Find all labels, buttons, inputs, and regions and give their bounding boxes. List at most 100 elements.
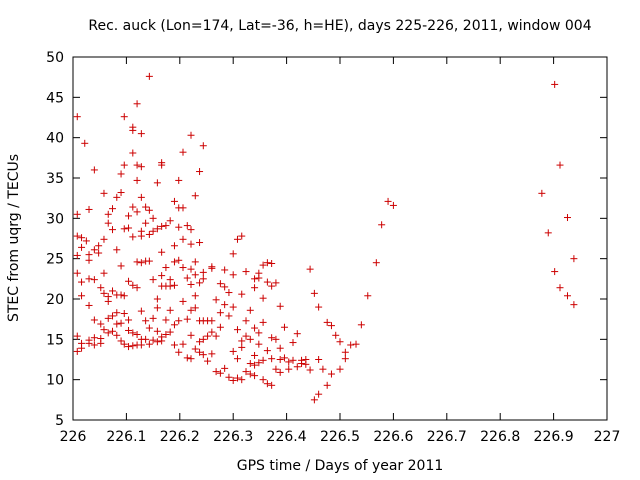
data-point: [104, 297, 112, 305]
data-point: [238, 343, 246, 351]
data-point: [238, 376, 246, 384]
data-point: [336, 365, 344, 373]
data-point: [113, 193, 121, 201]
data-point: [113, 309, 121, 317]
x-tick-label: 226.7: [427, 429, 467, 445]
data-point: [225, 312, 233, 320]
data-point: [187, 226, 195, 234]
data-point: [153, 295, 161, 303]
y-tick-label: 20: [46, 292, 64, 308]
data-point: [196, 239, 204, 247]
data-point: [153, 225, 161, 233]
data-point: [216, 280, 224, 288]
data-point: [384, 197, 392, 205]
data-point: [259, 356, 267, 364]
data-point: [78, 344, 86, 352]
data-point: [191, 345, 199, 353]
data-point: [242, 368, 250, 376]
data-point: [166, 276, 174, 284]
data-point: [109, 205, 117, 213]
data-point: [137, 130, 145, 138]
data-point: [238, 290, 246, 298]
data-point: [302, 360, 310, 368]
data-point: [306, 265, 314, 273]
x-axis-label: GPS time / Days of year 2011: [237, 458, 444, 474]
data-point: [251, 372, 259, 380]
data-point: [268, 334, 276, 342]
data-point: [246, 335, 254, 343]
data-point: [293, 330, 301, 338]
data-point: [166, 328, 174, 336]
data-point: [95, 249, 103, 257]
data-point: [78, 292, 86, 300]
data-point: [109, 312, 117, 320]
x-tick-label: 226.2: [160, 429, 200, 445]
data-point: [272, 365, 280, 373]
data-point: [95, 242, 103, 250]
data-point: [73, 113, 81, 121]
data-point: [204, 357, 212, 365]
data-point: [104, 219, 112, 227]
data-point: [268, 381, 276, 389]
data-point: [280, 354, 288, 362]
data-point: [73, 332, 81, 340]
data-point: [133, 208, 141, 216]
data-point: [85, 256, 93, 264]
data-point: [125, 316, 133, 324]
data-point: [153, 338, 161, 346]
data-point: [142, 219, 150, 227]
data-point: [187, 280, 195, 288]
data-point: [137, 341, 145, 349]
data-point: [158, 222, 166, 230]
data-point: [145, 72, 153, 80]
data-point: [255, 329, 263, 337]
data-point: [104, 329, 112, 337]
data-point: [117, 189, 125, 197]
y-tick-label: 40: [46, 131, 64, 147]
data-point: [332, 331, 340, 339]
data-point: [149, 336, 157, 344]
data-point: [73, 210, 81, 218]
data-point: [187, 131, 195, 139]
data-point: [563, 214, 571, 222]
data-point: [149, 276, 157, 284]
data-point: [90, 246, 98, 254]
data-point: [315, 303, 323, 311]
y-axis: 5 10 15 20 25 30 35 40 45 50: [46, 50, 607, 429]
data-point: [120, 113, 128, 121]
x-tick-label: 227: [594, 429, 621, 445]
data-point: [179, 235, 187, 243]
data-point: [191, 258, 199, 266]
data-point: [285, 358, 293, 366]
data-series: [73, 72, 578, 404]
data-point: [289, 339, 297, 347]
data-point: [73, 251, 81, 259]
data-point: [199, 335, 207, 343]
data-point: [216, 369, 224, 377]
data-point: [109, 327, 117, 335]
data-point: [162, 222, 170, 230]
data-point: [145, 230, 153, 238]
data-point: [175, 176, 183, 184]
data-point: [133, 100, 141, 108]
data-point: [268, 355, 276, 363]
data-point: [97, 320, 105, 328]
data-point: [85, 275, 93, 283]
data-point: [90, 341, 98, 349]
data-point: [104, 210, 112, 218]
data-point: [246, 306, 254, 314]
data-point: [145, 206, 153, 214]
y-tick-label: 15: [46, 332, 64, 348]
data-point: [158, 161, 166, 169]
data-point: [137, 307, 145, 315]
data-point: [255, 359, 263, 367]
data-point: [97, 339, 105, 347]
data-point: [137, 193, 145, 201]
data-point: [551, 80, 559, 88]
data-point: [199, 351, 207, 359]
data-point: [251, 361, 259, 369]
data-point: [191, 304, 199, 312]
data-point: [158, 248, 166, 256]
data-point: [336, 338, 344, 346]
data-point: [183, 354, 191, 362]
